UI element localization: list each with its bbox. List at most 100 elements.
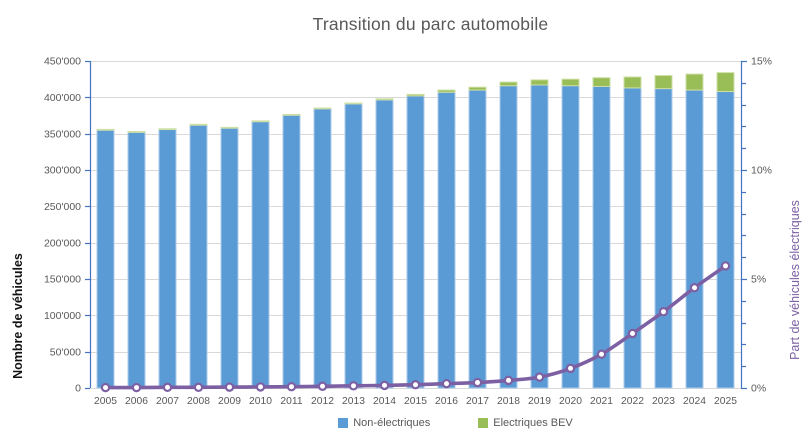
bar-electriques-bev-2018 <box>499 81 518 87</box>
x-axis-year-label: 2022 <box>621 396 644 407</box>
bar-non-electriques-2008 <box>189 124 208 389</box>
bar-electriques-bev-2007 <box>158 128 177 131</box>
left-axis-tick-label: 200'000 <box>44 237 81 249</box>
right-axis-tick-label: 15% <box>751 56 772 68</box>
line-layer <box>100 261 731 393</box>
bar-electriques-bev-2023 <box>654 75 673 90</box>
bar-non-electriques-2006 <box>127 131 146 389</box>
bev-share-marker-2005 <box>100 382 111 393</box>
bev-share-marker-2013 <box>348 381 359 391</box>
right-axis-tick-label: 5% <box>751 274 766 286</box>
x-axis-year-label: 2005 <box>94 396 117 407</box>
legend-label: Non-électriques <box>353 417 431 429</box>
bar-electriques-bev-2013 <box>344 102 363 105</box>
bev-share-marker-2024 <box>689 283 700 293</box>
x-axis-year-label: 2015 <box>404 396 427 407</box>
right-axis-title: Part de véhicules électriques <box>788 200 802 360</box>
bar-electriques-bev-2022 <box>623 76 642 89</box>
left-axis-title: Nombre de véhicules <box>11 253 25 379</box>
x-axis-year-label: 2012 <box>311 396 334 407</box>
bar-electriques-bev-2019 <box>530 79 549 86</box>
bev-share-marker-2025 <box>720 261 731 271</box>
x-axis-year-label: 2018 <box>497 396 520 407</box>
bar-non-electriques-2020 <box>561 85 580 389</box>
bev-share-marker-2023 <box>658 307 669 317</box>
bev-share-marker-2012 <box>317 381 328 391</box>
chart-legend: Non-électriques Electriques BEV <box>130 417 781 429</box>
bar-non-electriques-2009 <box>220 127 239 389</box>
bev-share-marker-2010 <box>255 382 266 392</box>
x-axis-year-label: 2020 <box>559 396 582 407</box>
left-axis-tick-label: 100'000 <box>44 310 81 322</box>
bev-share-marker-2016 <box>441 378 452 389</box>
x-axis-year-label: 2013 <box>342 396 365 407</box>
bars-layer <box>96 72 735 389</box>
bev-share-marker-2018 <box>503 375 514 386</box>
bev-share-marker-2015 <box>410 380 421 390</box>
left-axis-tick-label: 0 <box>75 383 81 395</box>
bar-electriques-bev-2012 <box>313 107 332 110</box>
left-axis-tick-label: 150'000 <box>44 274 81 286</box>
bar-electriques-bev-2016 <box>437 89 456 93</box>
legend-swatch-non-electriques-icon <box>338 418 349 428</box>
x-axis-year-label: 2019 <box>528 396 551 407</box>
x-axis-year-label: 2007 <box>156 396 179 407</box>
x-axis-year-label: 2009 <box>218 396 241 407</box>
bev-share-marker-2011 <box>286 381 297 392</box>
bar-non-electriques-2014 <box>375 99 394 389</box>
bev-share-marker-2006 <box>131 382 142 393</box>
bar-electriques-bev-2025 <box>716 72 735 93</box>
bar-electriques-bev-2005 <box>96 128 115 131</box>
left-axis-tick-label: 350'000 <box>44 128 81 140</box>
bar-electriques-bev-2009 <box>220 126 239 129</box>
left-axis-tick-label: 450'000 <box>44 56 81 68</box>
bar-electriques-bev-2020 <box>561 78 580 87</box>
bar-non-electriques-2023 <box>654 88 673 389</box>
bev-share-marker-2021 <box>596 349 607 359</box>
bar-non-electriques-2016 <box>437 91 456 389</box>
x-axis-year-label: 2016 <box>435 396 458 407</box>
bar-non-electriques-2017 <box>468 89 487 389</box>
bar-electriques-bev-2008 <box>189 123 208 126</box>
x-axis-year-label: 2006 <box>125 396 148 407</box>
bev-share-marker-2008 <box>193 382 204 393</box>
left-axis-tick-label: 300'000 <box>44 165 81 177</box>
tick-labels-layer: 0 50'000 100'000 150'000 200'000 250'000 300'0… <box>44 56 772 407</box>
bev-share-marker-2009 <box>224 382 235 392</box>
bar-non-electriques-2024 <box>685 89 704 389</box>
x-axis-year-label: 2017 <box>466 396 489 407</box>
bev-share-marker-2007 <box>162 382 173 393</box>
bar-electriques-bev-2014 <box>375 98 394 101</box>
chart-title: Transition du parc automobile <box>312 14 549 34</box>
bev-share-marker-2014 <box>379 380 390 391</box>
legend-item-electriques-bev: Electriques BEV <box>478 417 573 429</box>
legend-swatch-electriques-bev-icon <box>478 418 489 428</box>
bar-non-electriques-2005 <box>96 129 115 389</box>
x-axis-year-label: 2010 <box>249 396 272 407</box>
x-axis-year-label: 2023 <box>652 396 675 407</box>
bar-non-electriques-2019 <box>530 84 549 389</box>
bev-share-marker-2019 <box>534 372 545 382</box>
bar-electriques-bev-2011 <box>282 113 301 116</box>
bev-share-marker-2020 <box>565 363 576 374</box>
left-axis-tick-label: 400'000 <box>44 92 81 104</box>
x-axis-year-label: 2014 <box>373 396 396 407</box>
bar-non-electriques-2018 <box>499 85 518 389</box>
bar-electriques-bev-2017 <box>468 86 487 91</box>
bar-non-electriques-2007 <box>158 129 177 389</box>
bar-electriques-bev-2024 <box>685 73 704 91</box>
legend-item-non-electriques: Non-électriques <box>338 417 430 429</box>
x-axis-year-label: 2025 <box>714 396 737 407</box>
bev-share-marker-2017 <box>472 377 483 388</box>
bar-non-electriques-2025 <box>716 91 735 389</box>
bar-non-electriques-2021 <box>592 85 611 389</box>
bar-non-electriques-2013 <box>344 103 363 389</box>
bar-electriques-bev-2021 <box>592 77 611 87</box>
x-axis-year-label: 2008 <box>187 396 210 407</box>
bar-electriques-bev-2006 <box>127 131 146 133</box>
right-axis-tick-label: 0% <box>751 383 766 395</box>
x-axis-year-label: 2024 <box>683 396 706 407</box>
x-axis-year-label: 2011 <box>280 396 302 407</box>
